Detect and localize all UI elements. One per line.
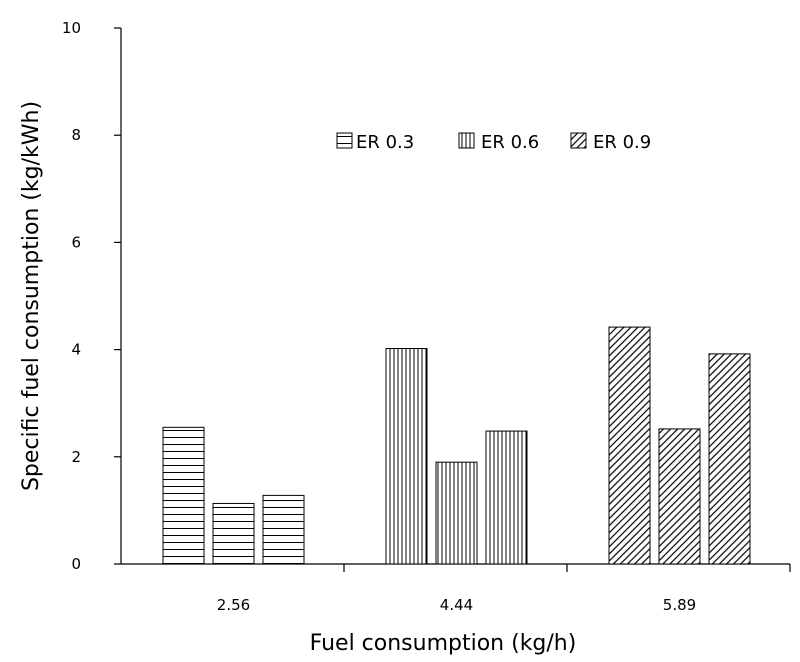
y-tick-label: 2 <box>71 448 81 466</box>
legend-label: ER 0.9 <box>593 132 651 153</box>
x-axis-title: Fuel consumption (kg/h) <box>310 631 577 656</box>
legend-label: ER 0.3 <box>356 132 414 153</box>
x-tick-label: 5.89 <box>663 596 696 614</box>
bar-2.56-1 <box>162 426 205 565</box>
x-tick-label: 2.56 <box>217 596 250 614</box>
y-tick-label: 10 <box>62 19 81 37</box>
bars <box>162 326 751 565</box>
bar-5.89-2 <box>658 428 701 565</box>
bar-4.44-3 <box>485 430 528 565</box>
y-tick-label: 4 <box>71 341 81 359</box>
bar-5.89-1 <box>608 326 651 565</box>
bar-4.44-2 <box>435 461 478 565</box>
x-tick-label: 4.44 <box>440 596 473 614</box>
y-tick-label: 6 <box>71 233 81 251</box>
y-tick-label: 8 <box>71 126 81 144</box>
legend-swatch <box>458 132 475 149</box>
y-tick-label: 0 <box>71 555 81 573</box>
y-axis-title: Specific fuel consumption (kg/kWh) <box>19 101 44 491</box>
legend-swatch <box>336 132 353 149</box>
legend-swatch <box>570 132 587 149</box>
bar-2.56-3 <box>262 494 305 565</box>
legend: ER 0.3 ER 0.6 ER 0.9 <box>336 132 651 153</box>
bar-4.44-1 <box>385 348 428 565</box>
legend-label: ER 0.6 <box>481 132 539 153</box>
bar-5.89-3 <box>708 353 751 565</box>
bar-2.56-2 <box>212 502 255 565</box>
